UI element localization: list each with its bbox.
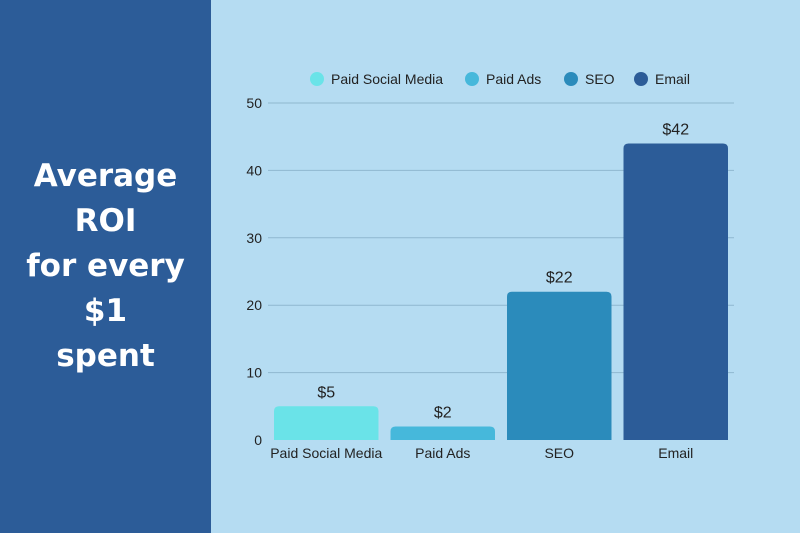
title-line-4: $1 — [83, 293, 128, 329]
legend-marker-2 — [564, 72, 578, 86]
chart-area: 0 10 20 30 40 50 $5 Paid Social Media $2 Paid Ads… — [211, 0, 800, 533]
x-tick-label-3: Email — [658, 445, 693, 461]
title-line-2: ROI — [74, 203, 137, 239]
bar-seo — [507, 291, 612, 440]
data-label-0: $5 — [317, 384, 335, 401]
y-tick-label-20: 20 — [246, 297, 262, 313]
legend-marker-0 — [310, 72, 324, 86]
legend-label-2: SEO — [585, 71, 615, 87]
chart-title: Average ROI for every $1 spent — [26, 154, 185, 379]
y-tick-label-30: 30 — [246, 230, 262, 246]
title-panel: Average ROI for every $1 spent — [0, 0, 211, 533]
data-label-2: $22 — [546, 270, 573, 287]
data-label-1: $2 — [434, 405, 452, 422]
y-tick-label-40: 40 — [246, 162, 262, 178]
title-line-1: Average — [33, 158, 178, 194]
data-label-3: $42 — [662, 121, 689, 138]
legend-marker-1 — [465, 72, 479, 86]
bar-chart: 0 10 20 30 40 50 $5 Paid Social Media $2 Paid Ads… — [246, 71, 734, 461]
title-line-3: for every — [26, 248, 185, 284]
y-tick-label-0: 0 — [254, 432, 262, 448]
legend-label-3: Email — [655, 71, 690, 87]
x-tick-label-0: Paid Social Media — [270, 445, 382, 461]
x-tick-label-2: SEO — [544, 445, 574, 461]
x-tick-label-1: Paid Ads — [415, 445, 470, 461]
y-tick-label-10: 10 — [246, 365, 262, 381]
legend-label-0: Paid Social Media — [331, 71, 443, 87]
legend-label-1: Paid Ads — [486, 71, 541, 87]
title-line-5: spent — [56, 338, 155, 374]
bar-email — [623, 143, 728, 440]
bar-paid-ads — [390, 426, 495, 440]
legend-marker-3 — [634, 72, 648, 86]
y-tick-label-50: 50 — [246, 95, 262, 111]
bar-paid-social-media — [274, 406, 379, 440]
